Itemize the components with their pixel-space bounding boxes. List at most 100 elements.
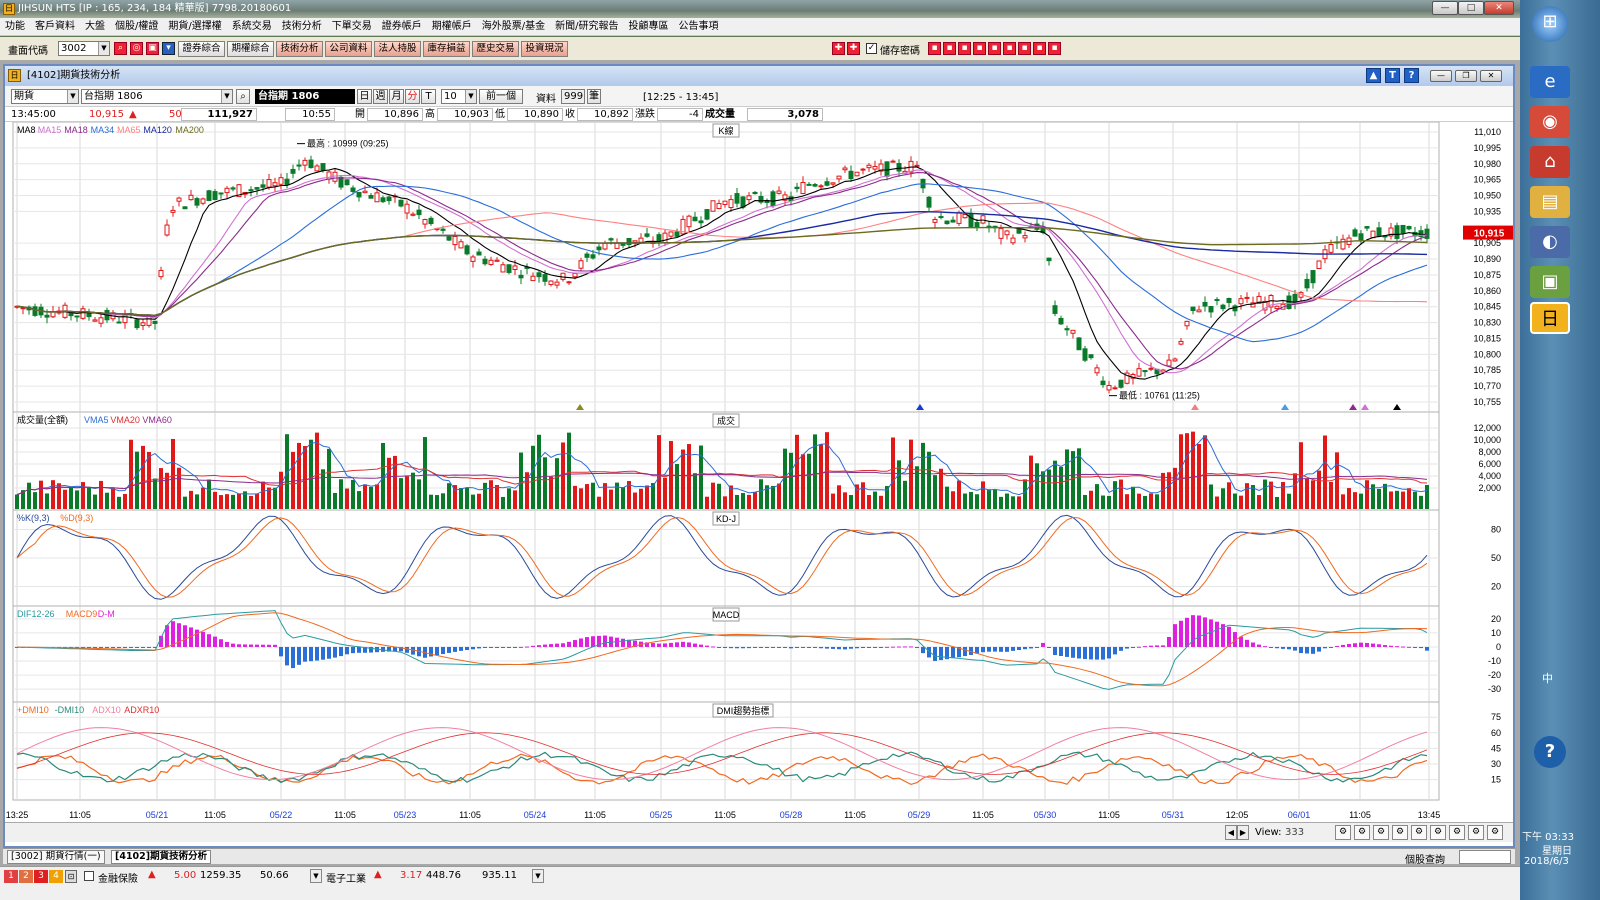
volume-bar	[1215, 496, 1219, 509]
menu-item-4[interactable]: 期貨/選擇權	[168, 21, 222, 32]
layout-icon[interactable]: ⚙	[1411, 825, 1427, 840]
product-type-select[interactable]: 期貨 ▼	[11, 89, 79, 104]
search-icon[interactable]: ⌕	[236, 89, 250, 104]
scroll-left-icon[interactable]: ◀	[1225, 825, 1237, 840]
ticker-page-1[interactable]: 1	[4, 870, 18, 883]
period-0[interactable]: 日	[357, 89, 372, 104]
config-icon[interactable]: ⚙	[1487, 825, 1503, 840]
pointer-icon[interactable]: ▪	[958, 42, 971, 55]
data-count-input[interactable]: 999	[561, 89, 585, 104]
toolbar-btn-2[interactable]: 技術分析	[276, 41, 323, 57]
menu-item-8[interactable]: 證券帳戶	[381, 21, 422, 32]
arrow-up-icon[interactable]: ▲	[1366, 68, 1381, 83]
period-3[interactable]: 分	[405, 89, 420, 104]
menu-item-2[interactable]: 大盤	[85, 21, 105, 32]
child-close-button[interactable]: ✕	[1480, 70, 1502, 82]
chevron-down-icon[interactable]: ▼	[465, 90, 476, 103]
zoom-icon[interactable]: ⚙	[1373, 825, 1389, 840]
settings-icon[interactable]: ⚙	[1449, 825, 1465, 840]
interval-select[interactable]: 10 ▼	[441, 89, 477, 104]
chrome-icon[interactable]: ◉	[1530, 106, 1570, 138]
prev-button[interactable]: 前一個	[479, 89, 523, 104]
zoom-out-icon[interactable]: ⚙	[1392, 825, 1408, 840]
flag-icon[interactable]: ✚	[832, 42, 845, 55]
start-icon[interactable]: ⊞	[1532, 6, 1568, 42]
menu-item-13[interactable]: 公告事項	[678, 21, 719, 32]
folder-icon[interactable]: ▤	[1530, 186, 1570, 218]
menu-item-7[interactable]: 下單交易	[331, 21, 372, 32]
minimize-button[interactable]: —	[1432, 1, 1458, 15]
ticker-page-4[interactable]: 4	[49, 870, 63, 883]
menu-item-9[interactable]: 期權帳戶	[431, 21, 472, 32]
grid-icon[interactable]: ⚙	[1468, 825, 1484, 840]
menu-item-1[interactable]: 客戶資料	[35, 21, 75, 32]
chevron-down-icon[interactable]: ▼	[310, 869, 322, 883]
media-player-icon[interactable]: ◐	[1530, 226, 1570, 258]
technical-chart[interactable]: 11,010 10,995 10,980 10,965 10,950 10,935 10,9…	[5, 122, 1513, 822]
edit-icon[interactable]: ▪	[1018, 42, 1031, 55]
lock-icon[interactable]: ⊡	[65, 870, 77, 883]
menu-item-12[interactable]: 投顧專區	[628, 21, 669, 32]
draw-icon[interactable]: ⚙	[1354, 825, 1370, 840]
print-icon[interactable]: ▣	[146, 42, 159, 55]
scroll-right-icon[interactable]: ▶	[1237, 825, 1249, 840]
home-icon[interactable]: ⌂	[1530, 146, 1570, 178]
ticker-page-2[interactable]: 2	[19, 870, 33, 883]
menu-item-3[interactable]: 個股/權證	[115, 21, 159, 32]
menu-item-5[interactable]: 系統交易	[231, 21, 272, 32]
toolbar-btn-1[interactable]: 期權綜合	[227, 41, 274, 57]
data-unit-button[interactable]: 筆	[587, 89, 601, 104]
close-icon[interactable]: ✕	[1484, 1, 1514, 15]
save-password-checkbox[interactable]: ✓	[866, 43, 877, 54]
help-icon[interactable]: ?	[1404, 68, 1419, 83]
snip-icon[interactable]: ▪	[1003, 42, 1016, 55]
dropdown-icon[interactable]: ▾	[162, 42, 175, 55]
code-input[interactable]: 3002 ▼	[58, 41, 110, 56]
text-icon[interactable]: ⚙	[1430, 825, 1446, 840]
toolbar-btn-5[interactable]: 庫存損益	[423, 41, 470, 57]
tab-4102[interactable]: [4102]期貨技術分析	[111, 850, 212, 864]
menu-item-11[interactable]: 新聞/研究報告	[555, 21, 619, 32]
menu-item-0[interactable]: 功能	[5, 21, 25, 32]
period-4[interactable]: T	[421, 89, 436, 104]
toolbar-btn-3[interactable]: 公司資料	[325, 41, 372, 57]
pen-icon[interactable]: ▪	[928, 42, 941, 55]
chevron-down-icon[interactable]: ▼	[532, 869, 544, 883]
text-icon[interactable]: ▪	[973, 42, 986, 55]
cut-icon[interactable]: ▪	[1048, 42, 1061, 55]
menu-item-10[interactable]: 海外股票/基金	[481, 21, 546, 32]
menu-item-6[interactable]: 技術分析	[281, 21, 322, 32]
zoom-icon[interactable]: ◎	[130, 42, 143, 55]
flag2-icon[interactable]: ✚	[847, 42, 860, 55]
maximize-button[interactable]: □	[1458, 1, 1484, 15]
ticker-page-3[interactable]: 3	[34, 870, 48, 883]
pointer-icon[interactable]: ⚙	[1335, 825, 1351, 840]
child-minimize-button[interactable]: —	[1430, 70, 1452, 82]
chart-canvas[interactable]: 11,010 10,995 10,980 10,965 10,950 10,935 10,9…	[5, 122, 1513, 822]
text-t-icon[interactable]: T	[1385, 68, 1400, 83]
help-icon[interactable]: ?	[1534, 736, 1566, 768]
ticker-checkbox[interactable]	[84, 871, 94, 881]
toolbar-btn-7[interactable]: 投資現況	[521, 41, 568, 57]
period-2[interactable]: 月	[389, 89, 404, 104]
ime-language[interactable]: 中	[1542, 672, 1553, 685]
chevron-down-icon[interactable]: ▼	[67, 90, 78, 103]
copy-icon[interactable]: ▪	[1033, 42, 1046, 55]
lock-icon[interactable]: ▪	[988, 42, 1001, 55]
search-icon[interactable]: ⌕	[114, 42, 127, 55]
macd-bar	[831, 646, 835, 649]
product-name-select[interactable]: 台指期 1806 ▼	[81, 89, 233, 104]
files-icon[interactable]: ▣	[1530, 266, 1570, 298]
chevron-down-icon[interactable]: ▼	[221, 90, 232, 103]
toolbar-btn-6[interactable]: 歷史交易	[472, 41, 519, 57]
chevron-down-icon[interactable]: ▼	[98, 42, 109, 55]
child-restore-button[interactable]: ❐	[1455, 70, 1477, 82]
stock-query-input[interactable]	[1459, 850, 1511, 864]
toolbar-btn-0[interactable]: 證券綜合	[178, 41, 225, 57]
square-icon[interactable]: ▪	[943, 42, 956, 55]
period-1[interactable]: 週	[373, 89, 388, 104]
ie-icon[interactable]: e	[1530, 66, 1570, 98]
tab-3002[interactable]: [3002] 期貨行情(一)	[7, 850, 105, 864]
jihsun-icon[interactable]: 日	[1530, 302, 1570, 334]
toolbar-btn-4[interactable]: 法人持股	[374, 41, 421, 57]
